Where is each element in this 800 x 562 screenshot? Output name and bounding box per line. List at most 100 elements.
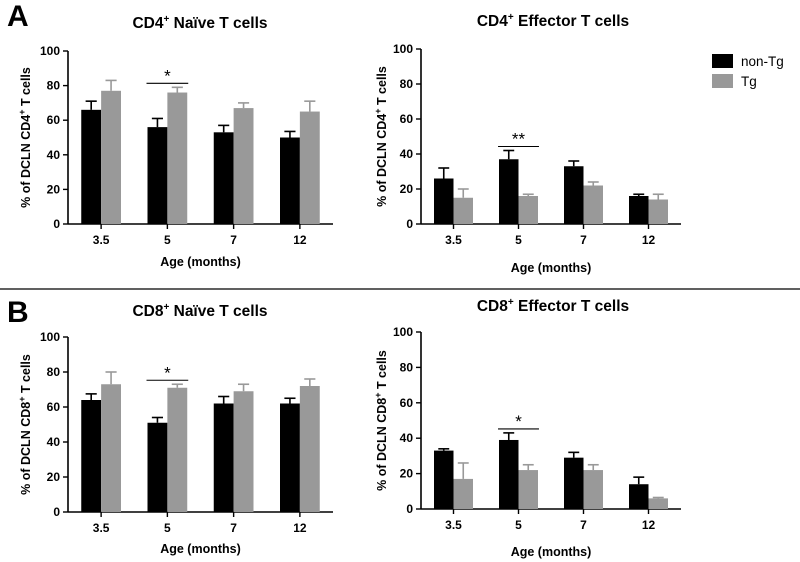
y-tick-label: 20 — [400, 467, 414, 481]
bar-tg — [233, 391, 254, 512]
bar-tg — [101, 384, 121, 512]
bar-tg — [583, 470, 603, 509]
chart-cd4-naive: CD4+ Naïve T cells 0 20 40 60 80 100 % of DCLN … — [17, 14, 333, 269]
x-tick-label: 7 — [230, 521, 237, 535]
x-tick-label: 7 — [580, 518, 587, 532]
y-tick-label: 40 — [400, 147, 414, 161]
legend-swatch-tg — [712, 74, 733, 88]
y-axis-label: % of DCLN CD8+ T cells — [17, 354, 33, 495]
bar-tg — [518, 470, 538, 509]
bar-non-tg — [213, 132, 234, 224]
x-tick-label: 7 — [230, 233, 237, 247]
x-tick-label: 3.5 — [445, 233, 462, 247]
y-tick-label: 60 — [47, 400, 61, 414]
chart-title: CD4+ Effector T cells — [477, 12, 629, 30]
legend-label-non-tg: non-Tg — [741, 54, 784, 69]
bar-tg — [518, 196, 538, 224]
x-axis-label: Age (months) — [160, 542, 241, 556]
bar-non-tg — [280, 403, 300, 512]
bar-tg — [453, 197, 473, 224]
y-tick-label: 60 — [47, 113, 61, 127]
y-axis-label: % of DCLN CD8+ T cells — [373, 350, 389, 491]
legend-swatch-non-tg — [712, 54, 733, 68]
y-tick-label: 100 — [393, 42, 413, 56]
chart-title: CD8+ Naïve T cells — [132, 302, 267, 320]
bar-tg — [233, 108, 254, 224]
x-axis-label: Age (months) — [160, 255, 241, 269]
bar-non-tg — [499, 159, 519, 224]
x-tick-label: 5 — [164, 521, 171, 535]
significance-marker: * — [164, 66, 171, 85]
bar-non-tg — [629, 196, 649, 224]
y-tick-label: 20 — [47, 182, 61, 196]
y-tick-label: 100 — [40, 330, 60, 344]
bar-tg — [583, 185, 603, 224]
bar-non-tg — [564, 166, 584, 224]
y-tick-label: 20 — [47, 470, 61, 484]
y-tick-label: 0 — [53, 505, 60, 519]
significance-marker: ** — [512, 130, 526, 149]
significance-marker: * — [164, 363, 171, 382]
bar-tg — [101, 90, 121, 224]
y-tick-label: 40 — [47, 148, 61, 162]
x-tick-label: 5 — [164, 233, 171, 247]
x-tick-label: 12 — [642, 233, 656, 247]
y-tick-label: 80 — [400, 360, 414, 374]
bar-tg — [167, 92, 188, 225]
y-tick-label: 80 — [400, 77, 414, 91]
y-axis-label: % of DCLN CD4+ T cells — [373, 66, 389, 207]
panel-b-letter: B — [7, 296, 29, 329]
panel-a-letter: A — [7, 0, 29, 33]
bar-tg — [648, 498, 668, 509]
bar-non-tg — [213, 403, 234, 512]
y-tick-label: 20 — [400, 182, 414, 196]
bar-non-tg — [81, 400, 102, 512]
legend-label-tg: Tg — [741, 74, 757, 89]
bar-non-tg — [147, 422, 168, 512]
legend: non-Tg Tg — [712, 54, 784, 89]
bar-non-tg — [499, 439, 519, 509]
bar-non-tg — [81, 109, 102, 224]
x-axis-label: Age (months) — [511, 261, 592, 275]
y-tick-label: 100 — [40, 44, 60, 58]
chart-title: CD8+ Effector T cells — [477, 297, 629, 315]
bar-tg — [299, 111, 320, 224]
chart-title: CD4+ Naïve T cells — [132, 14, 267, 32]
y-tick-label: 80 — [47, 79, 61, 93]
y-axis-label: % of DCLN CD4+ T cells — [17, 67, 33, 208]
y-tick-label: 0 — [406, 502, 413, 516]
chart-cd4-effector: CD4+ Effector T cells 0 20 40 60 80 100 % of DC… — [373, 12, 681, 275]
x-tick-label: 12 — [642, 518, 656, 532]
bar-tg — [453, 478, 473, 509]
y-tick-label: 100 — [393, 325, 413, 339]
y-tick-label: 60 — [400, 396, 414, 410]
bar-tg — [167, 387, 188, 512]
bar-tg — [648, 199, 668, 224]
y-tick-label: 0 — [53, 217, 60, 231]
x-tick-label: 7 — [580, 233, 587, 247]
x-axis-label: Age (months) — [511, 545, 592, 559]
x-tick-label: 3.5 — [93, 233, 110, 247]
bar-non-tg — [280, 137, 300, 224]
x-tick-label: 5 — [515, 233, 522, 247]
bar-non-tg — [147, 127, 168, 224]
x-tick-label: 3.5 — [93, 521, 110, 535]
bar-non-tg — [434, 178, 454, 224]
x-tick-label: 3.5 — [445, 518, 462, 532]
bar-non-tg — [629, 484, 649, 509]
x-tick-label: 12 — [293, 521, 307, 535]
bar-non-tg — [564, 457, 584, 509]
bar-tg — [299, 386, 320, 512]
y-tick-label: 80 — [47, 365, 61, 379]
y-tick-label: 0 — [406, 217, 413, 231]
bar-non-tg — [434, 450, 454, 509]
significance-marker: * — [515, 412, 522, 431]
y-tick-label: 60 — [400, 112, 414, 126]
chart-cd8-effector: CD8+ Effector T cells 0 20 40 60 80 100 % of DC… — [373, 297, 681, 559]
x-tick-label: 12 — [293, 233, 307, 247]
x-tick-label: 5 — [515, 518, 522, 532]
y-tick-label: 40 — [47, 435, 61, 449]
y-tick-label: 40 — [400, 431, 414, 445]
chart-cd8-naive: CD8+ Naïve T cells 0 20 40 60 80 100 % of DCLN … — [17, 302, 333, 556]
